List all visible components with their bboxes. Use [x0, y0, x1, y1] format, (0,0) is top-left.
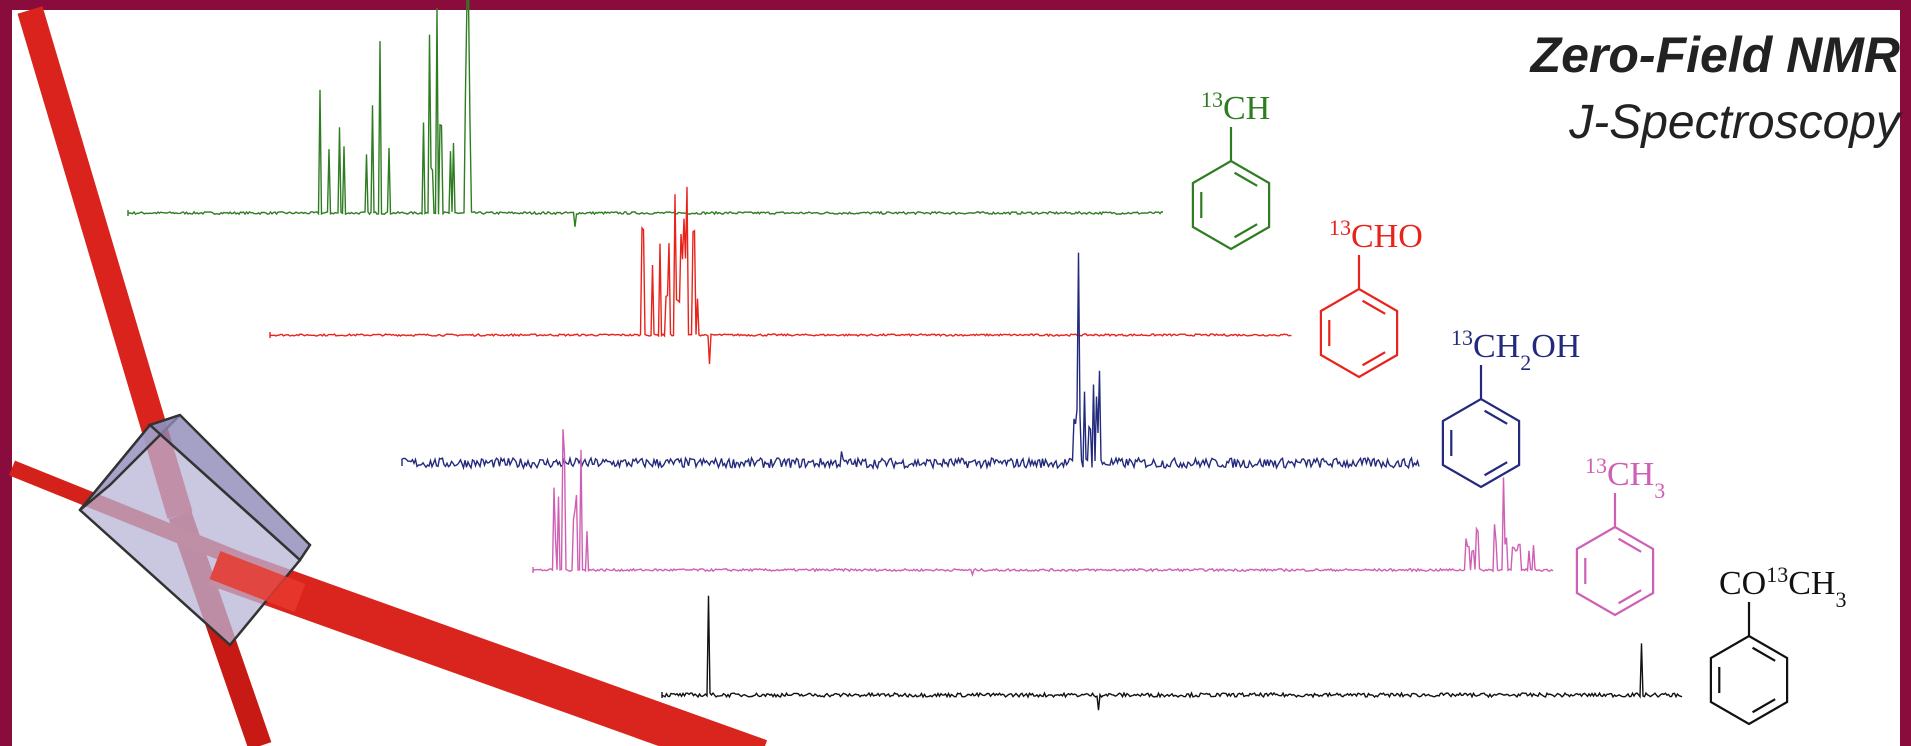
label-part: 13 [1766, 562, 1788, 587]
label-part: 3 [1835, 587, 1846, 612]
benzene-ring [1709, 634, 1789, 726]
beam [207, 545, 768, 746]
double-bond [1618, 589, 1642, 605]
benzene-ring [1575, 525, 1655, 617]
benzene-ring [1441, 397, 1521, 489]
double-bond [1484, 409, 1508, 425]
label-part: 3 [1654, 478, 1665, 503]
beam [209, 551, 306, 612]
spectrum: 13CH3 [532, 429, 1665, 617]
spectrum-trace [401, 252, 1420, 471]
double-bond [1362, 299, 1386, 315]
label-part: CO [1719, 565, 1766, 602]
label-part: 13 [1201, 87, 1223, 112]
label-part: CH [1473, 328, 1520, 365]
molecule-label: 13CHO [1329, 215, 1423, 256]
title: Zero-Field NMR [1529, 27, 1900, 83]
sample-cell-face [147, 413, 312, 562]
label-part: 13 [1585, 453, 1607, 478]
label-part: OH [1531, 328, 1580, 365]
spectrum-trace [269, 186, 1292, 365]
spectrum-trace [532, 429, 1554, 578]
label-part: CH [1223, 90, 1270, 127]
spectrum-trace [127, 0, 1164, 227]
molecule-label: 13CH2OH [1451, 325, 1580, 375]
label-part: 2 [1520, 350, 1531, 375]
label-part: CH [1788, 565, 1835, 602]
label-part: CH [1607, 456, 1654, 493]
spectrum: 13CH [127, 0, 1271, 251]
label-part: CHO [1351, 218, 1423, 255]
benzene-ring [1319, 287, 1399, 379]
spectrum: 13CH2OH [401, 252, 1580, 489]
double-bond [1618, 537, 1642, 553]
double-bond [1752, 646, 1776, 662]
spectrum: 13CHO [269, 186, 1423, 379]
benzene-ring [1191, 159, 1271, 251]
double-bond [1484, 461, 1508, 477]
double-bond [1234, 171, 1258, 187]
molecule-label: 13CH3 [1585, 453, 1665, 503]
molecule-label: CO13CH3 [1719, 562, 1846, 612]
double-bond [1234, 223, 1258, 239]
label-part: 13 [1329, 215, 1351, 240]
spectrum-trace [661, 595, 1683, 711]
label-part: 13 [1451, 325, 1473, 350]
laser-beams [9, 6, 768, 746]
double-bond [1362, 351, 1386, 367]
subtitle: J-Spectroscopy [1568, 96, 1903, 149]
spectrum: CO13CH3 [661, 562, 1846, 726]
molecule-label: 13CH [1201, 87, 1270, 128]
double-bond [1752, 698, 1776, 714]
